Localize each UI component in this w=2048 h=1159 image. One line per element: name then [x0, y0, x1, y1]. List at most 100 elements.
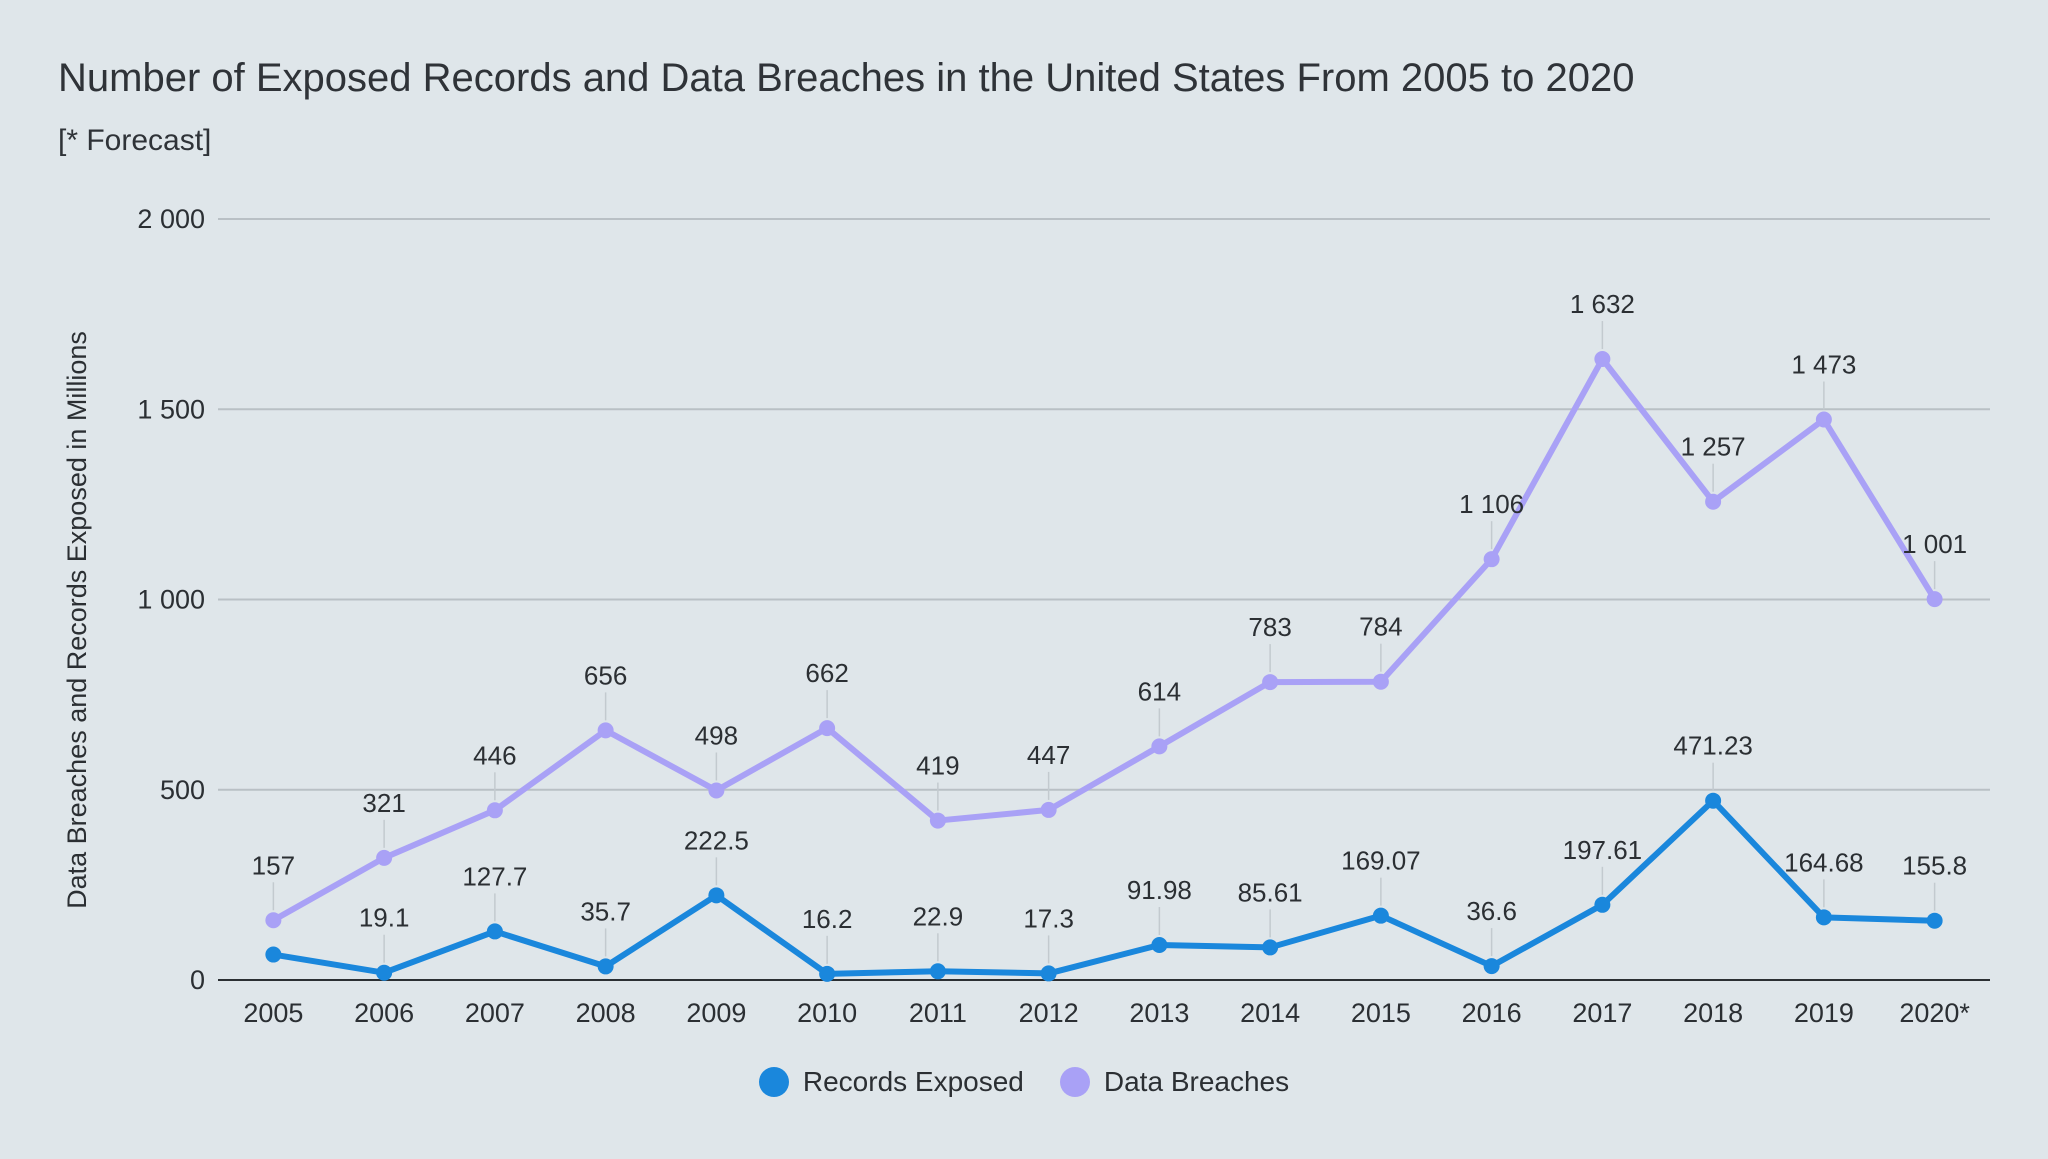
- data-label: 19.1: [359, 903, 410, 933]
- data-label: 222.5: [684, 825, 749, 855]
- gridlines: [218, 218, 1990, 981]
- legend-item-data-breaches[interactable]: Data Breaches: [1059, 1066, 1290, 1098]
- data-point[interactable]: [1151, 738, 1168, 755]
- data-point[interactable]: [819, 720, 836, 737]
- data-label: 419: [916, 751, 959, 781]
- data-labels: 19.1 127.7 35.7 222.5 16.2 22.9 17.3 91.98 85.61…: [252, 289, 1967, 934]
- series-line-1: [270, 356, 1938, 924]
- data-point[interactable]: [1815, 411, 1832, 428]
- series-line-0: [270, 797, 1938, 977]
- data-label: 157: [252, 850, 295, 880]
- y-axis-ticks: 0 500 1 000 1 500 2 000: [137, 204, 205, 995]
- data-point[interactable]: [265, 912, 282, 929]
- data-label: 1 632: [1570, 289, 1635, 319]
- data-label: 17.3: [1023, 903, 1074, 933]
- x-tick-label: 2006: [354, 998, 414, 1028]
- legend: Records Exposed Data Breaches: [0, 1066, 2048, 1098]
- data-point[interactable]: [265, 946, 282, 963]
- label-leaders: [272, 321, 1936, 964]
- data-point[interactable]: [1372, 907, 1389, 924]
- series-lines: [265, 351, 1943, 982]
- data-label: 1 473: [1791, 350, 1856, 380]
- y-axis-title: Data Breaches and Records Exposed in Mil…: [62, 331, 92, 909]
- legend-swatch-data-breaches: [1059, 1067, 1090, 1097]
- y-tick-label: 500: [160, 775, 205, 805]
- data-label: 784: [1359, 612, 1402, 642]
- data-label: 446: [473, 740, 516, 770]
- y-tick-label: 1 500: [137, 394, 205, 424]
- data-label: 321: [362, 788, 405, 818]
- x-tick-label: 2016: [1462, 998, 1522, 1028]
- data-point[interactable]: [1262, 674, 1279, 691]
- data-point[interactable]: [1926, 591, 1943, 608]
- x-tick-label: 2020*: [1899, 998, 1970, 1028]
- data-label: 36.6: [1466, 896, 1517, 926]
- data-point[interactable]: [1483, 551, 1500, 568]
- data-point[interactable]: [1594, 896, 1611, 913]
- data-point[interactable]: [1815, 909, 1832, 926]
- x-tick-label: 2014: [1240, 998, 1300, 1028]
- x-tick-label: 2012: [1019, 998, 1079, 1028]
- data-point[interactable]: [1040, 965, 1057, 982]
- x-tick-label: 2005: [243, 998, 303, 1028]
- data-point[interactable]: [1483, 958, 1500, 975]
- x-tick-label: 2013: [1129, 998, 1189, 1028]
- data-label: 164.68: [1784, 847, 1864, 877]
- data-label: 783: [1248, 612, 1291, 642]
- x-tick-label: 2018: [1683, 998, 1743, 1028]
- y-tick-label: 0: [190, 965, 205, 995]
- data-point[interactable]: [929, 812, 946, 829]
- data-point[interactable]: [708, 887, 725, 904]
- data-point[interactable]: [1705, 792, 1722, 809]
- x-tick-label: 2007: [465, 998, 525, 1028]
- data-label: 16.2: [802, 904, 853, 934]
- data-point[interactable]: [1372, 673, 1389, 690]
- legend-swatch-records-exposed: [758, 1067, 789, 1097]
- data-label: 197.61: [1563, 835, 1643, 865]
- data-label: 91.98: [1127, 875, 1192, 905]
- data-point[interactable]: [486, 923, 503, 940]
- data-point[interactable]: [486, 802, 503, 819]
- data-point[interactable]: [1594, 351, 1611, 368]
- x-tick-label: 2011: [909, 998, 967, 1028]
- data-point[interactable]: [1151, 937, 1168, 954]
- data-label: 614: [1138, 676, 1181, 706]
- data-label: 471.23: [1673, 731, 1753, 761]
- data-point[interactable]: [1926, 912, 1943, 929]
- data-label: 656: [584, 660, 627, 690]
- data-point[interactable]: [597, 958, 614, 975]
- y-tick-label: 2 000: [137, 204, 205, 234]
- data-point[interactable]: [819, 965, 836, 982]
- data-point[interactable]: [1040, 801, 1057, 818]
- data-point[interactable]: [1705, 493, 1722, 510]
- x-tick-label: 2019: [1794, 998, 1854, 1028]
- data-point[interactable]: [597, 722, 614, 739]
- chart-title: Number of Exposed Records and Data Breac…: [58, 56, 1635, 100]
- x-tick-label: 2009: [686, 998, 746, 1028]
- data-point[interactable]: [929, 963, 946, 980]
- legend-label-data-breaches: Data Breaches: [1103, 1066, 1290, 1097]
- data-point[interactable]: [708, 782, 725, 799]
- x-axis-ticks: 2005 2006 2007 2008 2009 2010 2011 2012 2013 2014…: [243, 998, 1970, 1028]
- data-label: 155.8: [1902, 851, 1967, 881]
- data-label: 1 001: [1902, 529, 1967, 559]
- data-point[interactable]: [1262, 939, 1279, 956]
- chart-subtitle: [* Forecast]: [58, 124, 212, 157]
- x-tick-label: 2017: [1572, 998, 1632, 1028]
- data-point[interactable]: [376, 849, 393, 866]
- data-point[interactable]: [376, 964, 393, 981]
- data-label: 662: [805, 658, 848, 688]
- x-tick-label: 2010: [797, 998, 857, 1028]
- data-label: 127.7: [462, 861, 527, 891]
- legend-label-records-exposed: Records Exposed: [802, 1066, 1024, 1097]
- data-label: 1 257: [1681, 432, 1746, 462]
- data-label: 498: [695, 721, 738, 751]
- data-label: 169.07: [1341, 846, 1421, 876]
- data-label: 35.7: [580, 896, 631, 926]
- y-tick-label: 1 000: [137, 585, 205, 615]
- x-tick-label: 2008: [576, 998, 636, 1028]
- legend-item-records-exposed[interactable]: Records Exposed: [758, 1066, 1024, 1098]
- x-tick-label: 2015: [1351, 998, 1411, 1028]
- data-label: 22.9: [913, 901, 964, 931]
